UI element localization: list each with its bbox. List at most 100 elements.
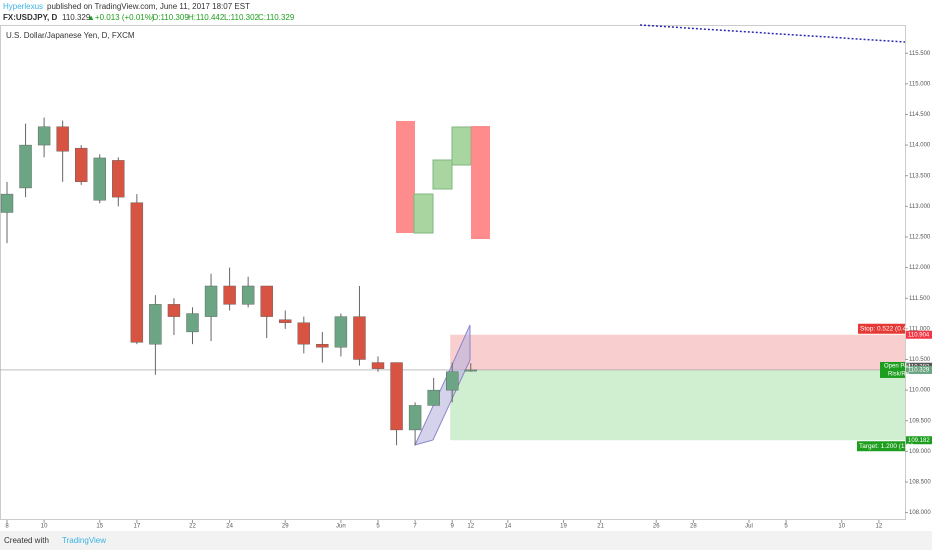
y-tick-label: 111.500 (909, 296, 930, 302)
pattern-block (451, 126, 472, 166)
candle-body (149, 304, 162, 345)
x-tick-label: 14 (505, 524, 512, 530)
x-tick-label: 17 (134, 524, 141, 530)
x-tick-label: Jun (336, 524, 346, 530)
stop-zone (450, 334, 905, 370)
trend-line (639, 24, 906, 43)
candle-body (353, 316, 366, 360)
y-tick-label: 115.000 (909, 81, 931, 87)
y-tick-label: 114.000 (909, 143, 931, 149)
x-tick-label: 12 (467, 524, 474, 530)
high: H:110.442 (188, 13, 225, 22)
x-tick-label: 5 (784, 524, 788, 530)
candle-body (446, 371, 459, 391)
candle-body (19, 144, 32, 189)
candle-body (334, 316, 348, 348)
position-box (858, 323, 905, 334)
y-tick-label: 112.000 (909, 265, 931, 271)
price-flag-label: 110.329 (908, 368, 930, 374)
chart-title: U.S. Dollar/Japanese Yen, D, FXCM (6, 31, 135, 40)
pattern-block (396, 121, 415, 233)
channel (414, 324, 471, 446)
x-tick-label: 29 (282, 524, 289, 530)
candle-body (37, 126, 51, 146)
candle-body (279, 319, 292, 323)
position-label: Risk/Re (888, 372, 910, 378)
candle-body (427, 389, 440, 406)
header-bg (0, 0, 932, 25)
x-tick-label: 15 (96, 524, 103, 530)
x-tick-label: 5 (376, 524, 380, 530)
symbol: FX:USDJPY, D (3, 13, 57, 22)
candle-body (167, 304, 181, 317)
y-tick-label: 114.500 (909, 112, 931, 118)
candle-body (464, 369, 477, 372)
candle-body (186, 313, 199, 333)
candle-body (371, 362, 385, 369)
candle-body (241, 285, 255, 305)
x-tick-label: 12 (876, 524, 883, 530)
price-flag (906, 330, 932, 339)
x-tick-label: 7 (413, 524, 417, 530)
price-flag (906, 365, 932, 374)
x-tick-label: 28 (690, 524, 697, 530)
x-tick-label: 26 (653, 524, 660, 530)
footer-brand: TradingView (62, 536, 106, 545)
x-tick-label: 19 (560, 524, 567, 530)
last: 110.329 (62, 13, 91, 22)
pattern-block (471, 126, 490, 239)
x-tick-label: 24 (226, 524, 233, 530)
y-tick-label: 113.000 (909, 204, 931, 210)
y-tick-label: 112.500 (909, 235, 931, 241)
x-tick-label: 10 (838, 524, 845, 530)
close: C:110.329 (258, 13, 295, 22)
position-box (880, 361, 905, 378)
candle-body (297, 322, 310, 345)
x-tick-label: 8 (5, 524, 9, 530)
candle-body (0, 193, 14, 213)
candle-body (112, 160, 125, 198)
pattern-block (432, 159, 453, 190)
position-label: Target: 1.200 (1.09 (859, 443, 914, 450)
y-tick-label: 111.000 (909, 326, 930, 332)
published: published on TradingView.com, June 11, 2… (47, 2, 250, 11)
x-tick-label: Jul (745, 524, 753, 530)
change: ▲+0.013 (+0.01%) (87, 13, 155, 22)
x-tick-label: 21 (597, 524, 604, 530)
y-tick-label: 109.500 (909, 418, 931, 424)
open: O:110.309 (152, 13, 189, 22)
pattern-block (413, 193, 434, 234)
y-tick-label: 110.000 (909, 388, 931, 394)
y-tick-label: 110.500 (909, 357, 931, 363)
candle-body (260, 285, 273, 317)
candle-body (204, 285, 218, 317)
candle-body (408, 405, 422, 431)
y-tick-label: 113.500 (909, 173, 931, 179)
candle-body (223, 285, 236, 305)
y-tick-label: 109.000 (909, 449, 931, 455)
footer-bg (0, 531, 932, 550)
x-tick-label: 9 (451, 524, 455, 530)
y-tick-label: 115.500 (909, 51, 931, 57)
y-tick-label: 108.500 (909, 480, 931, 486)
position-label: Open P&L (884, 364, 912, 370)
low: L:110.302 (224, 13, 260, 22)
candle-body (130, 202, 144, 343)
position-box (857, 441, 905, 452)
price-flag-label: 110.904 (908, 332, 930, 338)
x-tick-label: 22 (189, 524, 196, 530)
author: Hyperlexus (3, 2, 43, 11)
x-tick-label: 10 (41, 524, 48, 530)
candle-body (316, 343, 329, 348)
candle-body (93, 157, 106, 201)
candle-body (56, 126, 69, 152)
y-tick-label: 108.000 (909, 510, 931, 516)
footer-text: Created with (4, 536, 49, 545)
candle-body (390, 362, 403, 431)
position-label: Stop: 0.522 (0.47 (860, 325, 910, 332)
price-flag (906, 436, 932, 445)
price-flag-label: 109.182 (908, 438, 930, 444)
plot-frame (0, 25, 906, 520)
target-zone (450, 369, 905, 441)
